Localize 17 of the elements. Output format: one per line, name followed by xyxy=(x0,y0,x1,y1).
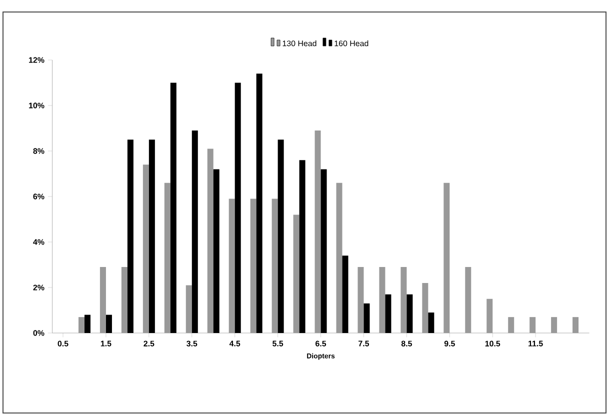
bar xyxy=(299,160,306,333)
bar xyxy=(342,256,348,333)
bar xyxy=(234,82,241,333)
bar xyxy=(148,140,155,333)
bar xyxy=(170,82,176,333)
bar xyxy=(213,169,220,333)
bar xyxy=(278,140,284,333)
bar xyxy=(192,130,198,333)
bar xyxy=(406,294,413,333)
bar xyxy=(84,314,90,333)
bar xyxy=(106,314,112,333)
bar xyxy=(364,303,370,333)
bar xyxy=(256,74,262,333)
bar xyxy=(127,140,134,333)
bar xyxy=(428,312,434,333)
bar xyxy=(385,294,392,333)
bar xyxy=(320,169,327,333)
